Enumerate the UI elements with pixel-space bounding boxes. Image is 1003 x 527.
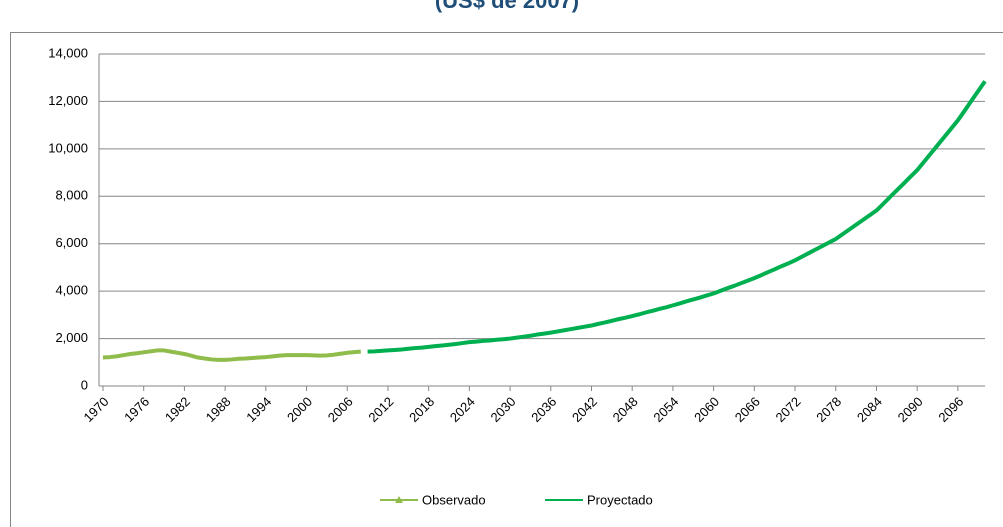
y-tick-label: 6,000 (55, 235, 88, 250)
y-tick-label: 8,000 (55, 188, 88, 203)
y-tick-label: 4,000 (55, 283, 88, 298)
legend-label: Observado (422, 492, 486, 507)
series-line (367, 80, 987, 354)
legend-marker (395, 496, 403, 503)
chart-title: (US$ de 2007) (435, 0, 579, 13)
y-tick-label: 0 (81, 377, 88, 392)
chart-border (10, 32, 1003, 527)
y-tick-label: 2,000 (55, 330, 88, 345)
y-tick-label: 10,000 (48, 140, 88, 155)
legend-label: Proyectado (587, 492, 653, 507)
y-tick-label: 14,000 (48, 45, 88, 60)
y-tick-label: 12,000 (48, 93, 88, 108)
series-line (102, 348, 361, 362)
